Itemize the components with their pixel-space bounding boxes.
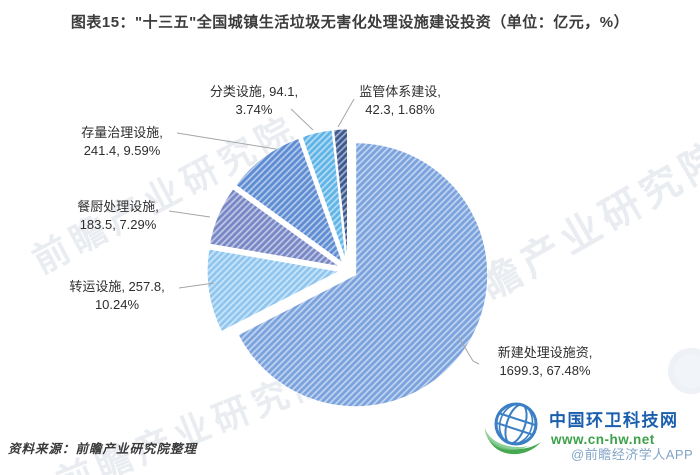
slice-label-line: 42.3, 1.68%: [365, 102, 435, 118]
slice-label-2: 餐厨处理设施, 183.5, 7.29%: [77, 198, 159, 235]
site-name: 中国环卫科技网: [549, 411, 679, 430]
slice-label-1: 转运设施, 257.8, 10.24%: [69, 278, 164, 315]
pie-slice-hatch-0: [238, 142, 488, 407]
leader-line-4: [290, 108, 314, 131]
slice-label-0: 新建处理设施资, 1699.3, 67.48%: [498, 344, 593, 381]
globe-leaf-icon: [485, 402, 541, 455]
slice-label-line: 餐厨处理设施,: [77, 199, 159, 214]
source-note: 资料来源：前瞻产业研究院整理: [8, 442, 198, 456]
site-url: www.cn-hw.net: [551, 432, 655, 447]
pie-slice-hatch-1: [207, 249, 340, 332]
slice-label-line: 分类设施, 94.1,: [209, 84, 299, 99]
slice-label-line: 183.5, 7.29%: [79, 217, 157, 233]
pie-slice-hatch-5: [333, 128, 348, 261]
slice-label-5: 监管体系建设, 42.3, 1.68%: [359, 83, 441, 120]
chart-title: 图表15："十三五"全国城镇生活垃圾无害化处理设施建设投资（单位：亿元，%）: [70, 14, 630, 31]
leader-lines: [168, 98, 480, 365]
app-credit: @前瞻经济学人APP: [571, 447, 694, 462]
leader-line-3: [176, 132, 277, 150]
pie-slice-hatch-4: [302, 130, 346, 262]
leader-line-5: [337, 98, 355, 128]
leader-line-1: [178, 282, 215, 289]
slice-label-line: 存量治理设施,: [81, 125, 163, 140]
slice-label-3: 存量治理设施, 241.4, 9.59%: [81, 124, 163, 161]
slice-label-line: 监管体系建设,: [359, 84, 441, 99]
site-logo: 中国环卫科技网 www.cn-hw.net @前瞻经济学人APP: [483, 396, 700, 471]
slice-label-line: 1699.3, 67.48%: [499, 363, 591, 379]
slice-label-4: 分类设施, 94.1, 3.74%: [210, 83, 298, 120]
pie-slice-hatch-3: [235, 138, 343, 263]
leader-line-0: [457, 335, 480, 365]
slice-label-line: 新建处理设施资,: [497, 345, 593, 360]
slice-label-line: 241.4, 9.59%: [83, 143, 161, 159]
slice-label-line: 10.24%: [94, 297, 140, 313]
leader-line-2: [168, 210, 211, 218]
slice-label-line: 3.74%: [235, 102, 273, 118]
pie-slice-hatch-2: [209, 188, 340, 267]
slice-label-line: 转运设施, 257.8,: [69, 279, 165, 294]
pie-slices: [206, 128, 489, 408]
